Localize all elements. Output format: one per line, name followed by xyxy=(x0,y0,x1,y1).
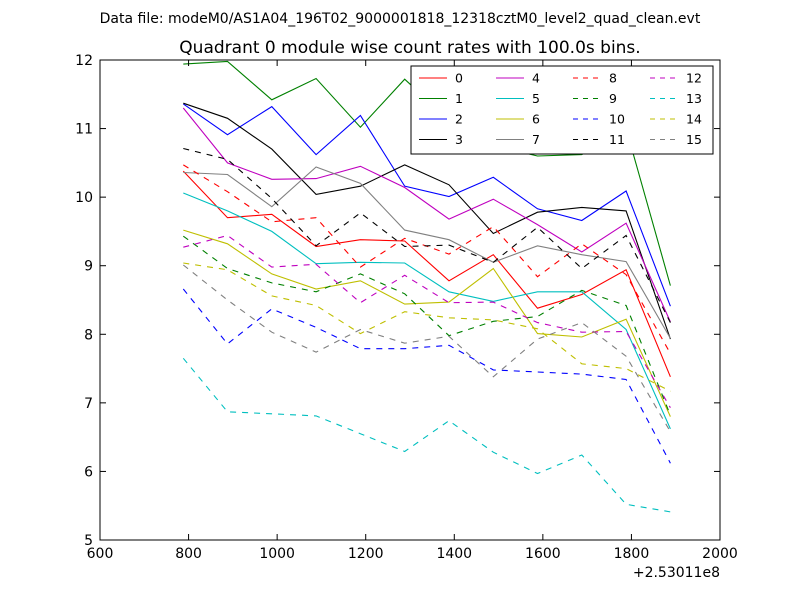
legend-label-10: 10 xyxy=(609,112,625,127)
series-line-2 xyxy=(182,103,671,307)
chart-suptitle: Data file: modeM0/AS1A04_196T02_90000018… xyxy=(100,11,701,27)
x-tick-label: 1600 xyxy=(525,546,561,562)
legend-label-3: 3 xyxy=(455,132,463,147)
legend-label-14: 14 xyxy=(686,112,702,127)
series-line-15 xyxy=(182,264,671,432)
legend-label-12: 12 xyxy=(686,71,702,86)
series-line-5 xyxy=(183,192,671,430)
x-tick-label: 1800 xyxy=(614,546,650,562)
series-line-7 xyxy=(183,166,671,339)
legend-label-0: 0 xyxy=(455,71,463,86)
y-tick-label: 12 xyxy=(75,53,93,69)
legend-label-1: 1 xyxy=(455,91,463,106)
legend-label-13: 13 xyxy=(686,91,702,106)
x-tick-label: 800 xyxy=(175,546,202,562)
series-line-14 xyxy=(183,262,671,392)
y-tick-label: 10 xyxy=(75,190,93,206)
x-tick-label: 1200 xyxy=(348,546,384,562)
series-line-4 xyxy=(182,107,671,323)
chart-title: Quadrant 0 module wise count rates with … xyxy=(179,38,640,58)
legend-label-8: 8 xyxy=(609,71,617,86)
series-layer xyxy=(182,60,671,513)
ticks-layer: 600 800 1000 1200 1400 1600 1800 20005678910111… xyxy=(75,53,738,562)
y-tick-label: 5 xyxy=(84,533,93,549)
legend-label-9: 9 xyxy=(609,91,617,106)
legend-label-7: 7 xyxy=(532,132,540,147)
legend-label-6: 6 xyxy=(532,112,540,127)
y-tick-label: 8 xyxy=(84,327,93,343)
series-line-10 xyxy=(182,288,671,464)
legend-label-5: 5 xyxy=(532,91,540,106)
x-tick-label: 1000 xyxy=(259,546,295,562)
series-line-3 xyxy=(183,102,671,340)
series-line-8 xyxy=(183,164,671,354)
series-line-11 xyxy=(183,147,671,323)
series-line-13 xyxy=(182,357,671,513)
x-tick-label: 600 xyxy=(87,546,114,562)
series-line-12 xyxy=(183,234,671,408)
legend-label-15: 15 xyxy=(686,132,702,147)
legend-label-11: 11 xyxy=(609,132,625,147)
plot-frame xyxy=(99,59,721,541)
x-offset-label: +2.53011e8 xyxy=(633,565,720,581)
y-tick-label: 6 xyxy=(84,464,93,480)
series-line-6 xyxy=(183,229,671,417)
x-tick-label: 2000 xyxy=(702,546,738,562)
legend-label-4: 4 xyxy=(532,71,540,86)
y-tick-label: 9 xyxy=(84,259,93,275)
legend-label-2: 2 xyxy=(455,112,463,127)
y-tick-label: 11 xyxy=(75,122,93,138)
y-tick-label: 7 xyxy=(84,396,93,412)
x-tick-label: 1400 xyxy=(436,546,472,562)
series-line-0 xyxy=(182,170,671,378)
